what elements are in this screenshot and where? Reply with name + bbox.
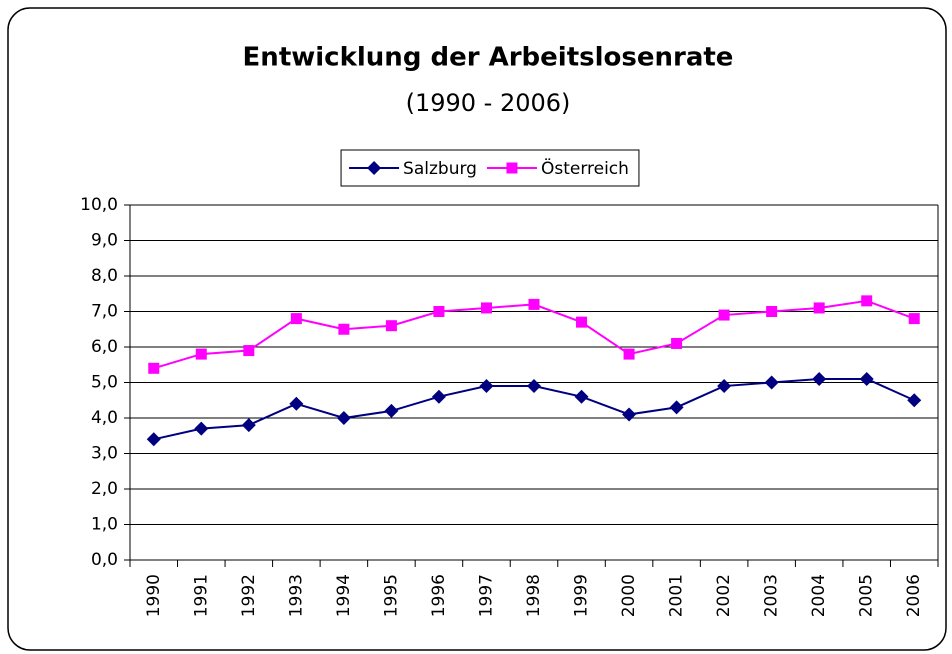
marker — [241, 418, 256, 433]
marker — [367, 161, 382, 175]
x-tick-label: 1996 — [429, 574, 449, 617]
chart-title: Entwicklung der Arbeitslosenrate — [243, 43, 734, 73]
marker — [336, 411, 351, 425]
marker — [671, 337, 683, 349]
marker — [908, 313, 920, 325]
x-tick-label: 1991 — [191, 574, 211, 617]
marker — [431, 389, 446, 404]
marker — [385, 320, 397, 332]
marker — [859, 371, 874, 386]
marker — [669, 400, 684, 415]
x-tick-label: 1992 — [239, 574, 259, 617]
legend-label: Österreich — [541, 157, 629, 179]
marker — [384, 403, 399, 418]
y-tick-label: 9,0 — [91, 231, 118, 251]
x-tick-label: 1994 — [334, 574, 354, 617]
marker — [338, 323, 350, 335]
marker — [527, 379, 541, 394]
y-tick-label: 1,0 — [91, 515, 118, 535]
marker — [576, 316, 588, 328]
marker — [480, 302, 492, 314]
x-tick-label: 2001 — [667, 574, 687, 617]
marker — [506, 162, 518, 174]
marker — [289, 396, 304, 411]
marker — [622, 407, 637, 422]
x-tick-label: 1999 — [572, 574, 592, 617]
marker — [194, 421, 209, 436]
x-tick-label: 1990 — [144, 574, 164, 617]
y-tick-label: 5,0 — [91, 373, 118, 393]
marker — [528, 298, 540, 310]
marker — [717, 379, 732, 394]
y-tick-label: 8,0 — [91, 266, 118, 286]
y-tick-label: 3,0 — [91, 444, 118, 464]
chart-subtitle: (1990 - 2006) — [406, 89, 571, 117]
marker — [766, 306, 778, 317]
marker — [812, 371, 827, 386]
marker — [574, 389, 589, 404]
marker — [290, 313, 302, 325]
marker — [195, 348, 207, 360]
y-tick-label: 4,0 — [91, 408, 118, 428]
x-tick-label: 2000 — [619, 574, 639, 617]
marker — [148, 362, 160, 374]
marker — [243, 345, 255, 357]
x-tick-label: 1993 — [286, 574, 306, 617]
marker — [479, 379, 494, 394]
marker — [718, 309, 730, 321]
legend-label: Salzburg — [403, 159, 477, 179]
marker — [623, 348, 635, 360]
y-tick-label: 7,0 — [91, 302, 118, 322]
x-tick-label: 1998 — [524, 574, 544, 617]
x-tick-label: 2005 — [857, 574, 877, 617]
x-tick-label: 2004 — [809, 574, 829, 617]
x-tick-label: 2006 — [904, 574, 924, 617]
marker — [813, 302, 825, 314]
y-tick-label: 2,0 — [91, 479, 118, 499]
y-tick-label: 6,0 — [91, 337, 118, 357]
x-tick-label: 2003 — [762, 574, 782, 617]
marker — [861, 295, 873, 307]
x-tick-label: 2002 — [714, 574, 734, 617]
y-tick-label: 10,0 — [80, 195, 118, 215]
marker — [146, 432, 161, 447]
y-tick-label: 0,0 — [91, 550, 118, 570]
x-tick-label: 1997 — [476, 574, 496, 617]
marker — [433, 306, 445, 317]
legend: Salzburg Österreich — [340, 149, 640, 187]
x-tick-label: 1995 — [381, 574, 401, 617]
marker — [764, 375, 779, 390]
marker — [907, 393, 922, 408]
